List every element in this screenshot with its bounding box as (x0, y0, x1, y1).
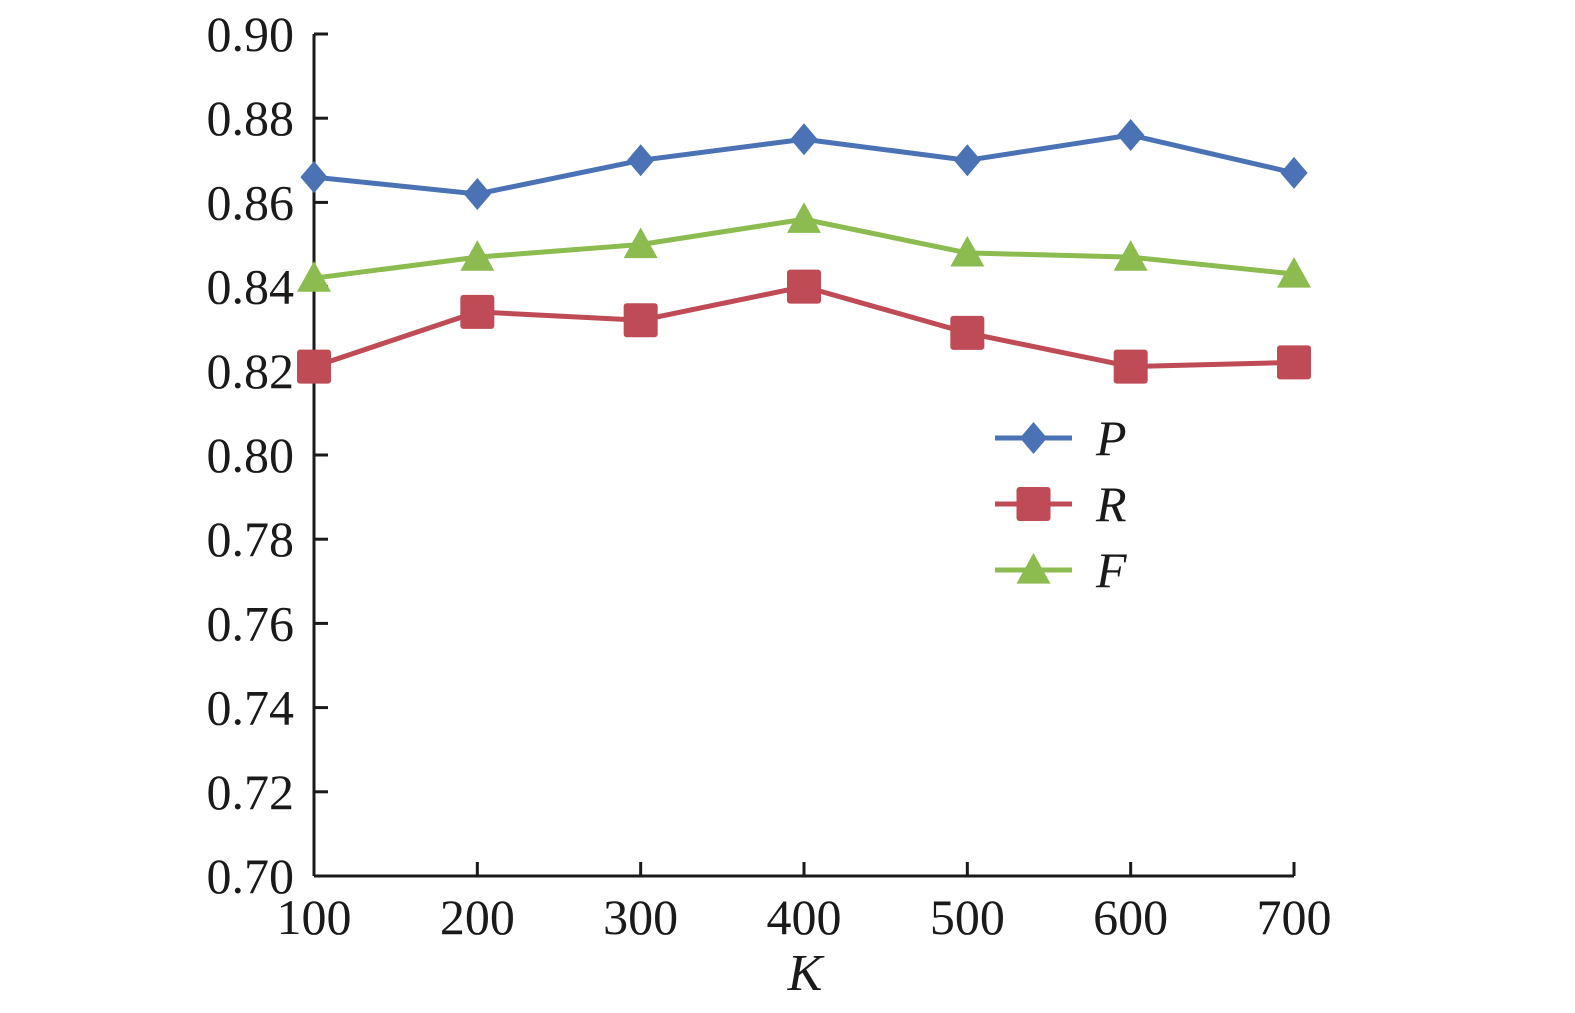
x-axis-title: K (787, 945, 825, 1002)
y-tick-label: 0.78 (207, 511, 295, 567)
legend-label: P (1095, 410, 1127, 466)
data-point-p (1117, 119, 1145, 152)
y-tick-label: 0.72 (207, 764, 295, 820)
data-point-f (1277, 256, 1311, 288)
data-point-r (787, 269, 821, 304)
legend-item-f: F (995, 542, 1127, 598)
x-tick-label: 300 (603, 889, 678, 945)
legend-label: F (1095, 542, 1127, 598)
x-tick-label: 600 (1093, 889, 1168, 945)
x-tick-label: 100 (277, 889, 352, 945)
y-tick-label: 0.80 (207, 427, 295, 483)
x-tick-label: 400 (767, 889, 842, 945)
legend-label: R (1095, 476, 1127, 532)
data-point-r (623, 303, 658, 338)
data-point-f (460, 240, 495, 271)
data-point-r (460, 294, 495, 329)
y-tick-label: 0.76 (207, 595, 295, 651)
series-layer (297, 119, 1311, 384)
y-tick-label: 0.74 (207, 680, 295, 736)
y-tick-label: 0.70 (207, 848, 295, 904)
y-tick-label: 0.90 (207, 6, 295, 62)
data-point-p (790, 123, 818, 156)
data-point-p (627, 144, 655, 177)
data-point-f (1113, 240, 1148, 271)
legend-marker (1019, 422, 1048, 454)
y-tick-label: 0.88 (207, 90, 295, 146)
legend-marker (1016, 553, 1051, 584)
series-r (297, 269, 1311, 384)
y-tick-label: 0.84 (207, 259, 295, 315)
data-point-f (950, 235, 985, 267)
data-point-f (623, 227, 658, 259)
x-tick-label: 700 (1257, 889, 1332, 945)
series-f (297, 202, 1311, 292)
data-point-f (297, 261, 331, 292)
data-point-p (1280, 156, 1308, 189)
axes: 0.70 0.72 0.74 0.76 0.78 0.80 0.82 0.84 0.86 0.88… (207, 6, 1332, 945)
legend-item-r: R (995, 476, 1127, 532)
data-point-p (300, 161, 328, 194)
data-point-p (953, 144, 981, 177)
series-p (300, 119, 1308, 210)
legend-item-p: P (995, 410, 1127, 466)
data-point-r (297, 349, 331, 384)
y-tick-label: 0.82 (207, 343, 295, 399)
x-tick-label: 500 (930, 889, 1005, 945)
data-point-p (463, 177, 491, 210)
x-tick-label: 200 (440, 889, 515, 945)
y-tick-label: 0.86 (207, 174, 295, 230)
data-point-f (787, 202, 821, 233)
data-point-r (1277, 345, 1311, 380)
legend: PRF (995, 410, 1127, 598)
data-point-r (1113, 349, 1148, 384)
legend-marker (1016, 487, 1051, 521)
data-point-r (950, 315, 985, 350)
